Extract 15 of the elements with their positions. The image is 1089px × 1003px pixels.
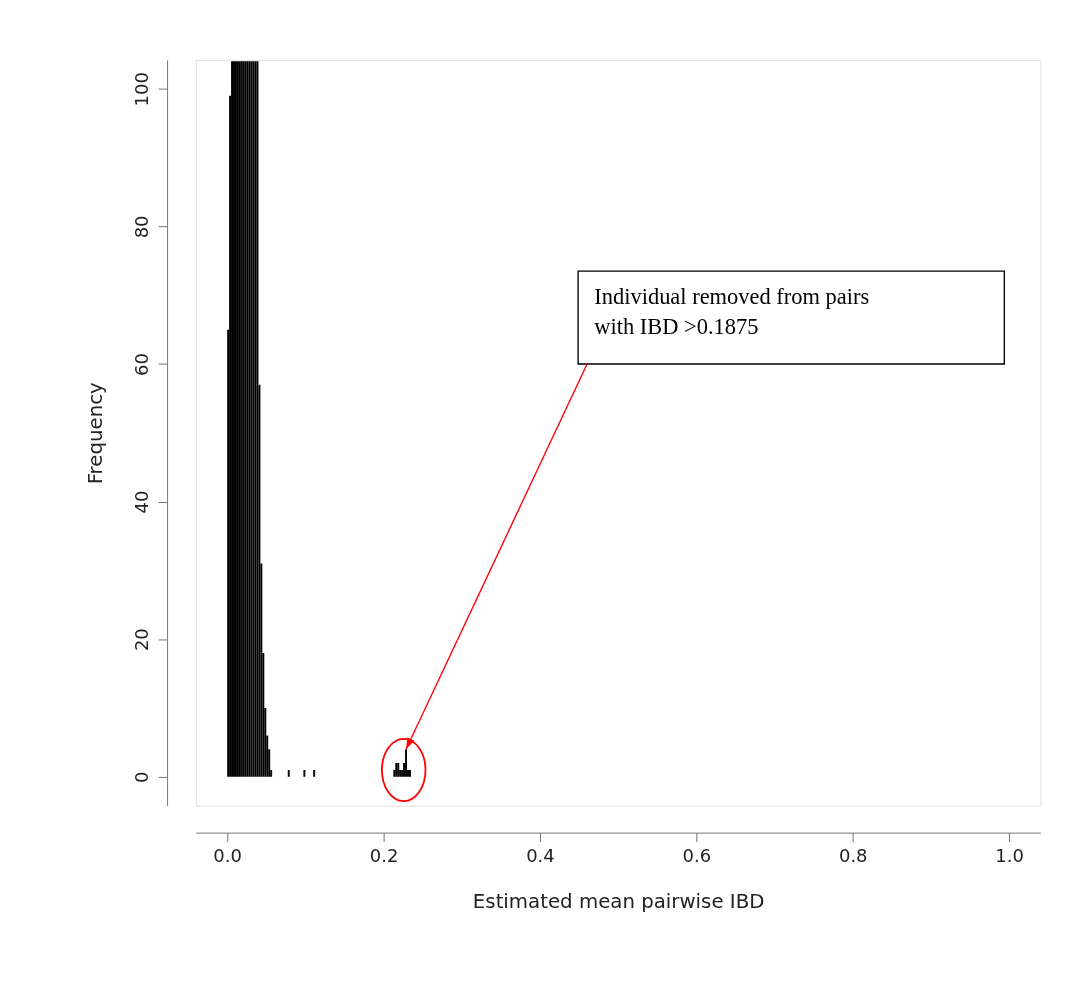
y-tick-label: 100 — [130, 72, 152, 107]
x-tick-label: 1.0 — [995, 844, 1024, 866]
x-tick-label: 0.2 — [369, 844, 399, 866]
annotation: Individual removed from pairs with IBD >0.1875 — [594, 283, 870, 340]
x-tick-label: 0.6 — [682, 844, 712, 866]
y-tick-label: 20 — [130, 628, 152, 652]
y-tick-label: 40 — [130, 490, 152, 514]
x-tick-label: 0.4 — [526, 844, 555, 866]
x-axis-title: Estimated mean pairwise IBD — [472, 889, 765, 913]
x-tick-label: 0.0 — [213, 844, 242, 866]
y-tick-label: 60 — [130, 353, 152, 376]
x-tick-label: 0.8 — [838, 844, 868, 866]
y-tick-label: 0 — [130, 771, 152, 783]
y-axis-title: Frequency — [83, 381, 107, 485]
y-tick-label: 80 — [130, 215, 152, 239]
